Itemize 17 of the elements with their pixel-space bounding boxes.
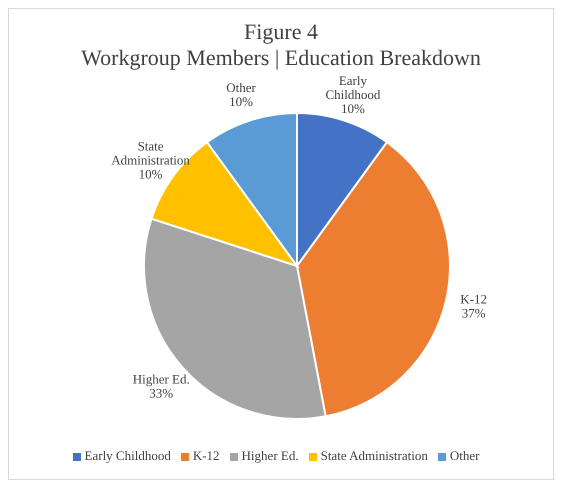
legend-label: Other xyxy=(450,448,480,463)
chart-subtitle: Workgroup Members | Education Breakdown xyxy=(80,45,482,71)
legend-label: Early Childhood xyxy=(84,448,171,463)
chart-title: Figure 4 xyxy=(243,19,319,45)
legend-label: State Administration xyxy=(320,448,428,463)
slice-label: K-12 xyxy=(460,290,487,306)
legend-label: Higher Ed. xyxy=(242,448,299,463)
data-label: 10% xyxy=(341,100,366,116)
data-label: 10% xyxy=(138,166,163,182)
legend-label: K-12 xyxy=(192,448,220,463)
slice-label: Other xyxy=(226,79,257,94)
data-label: 10% xyxy=(229,93,254,108)
data-label: 37% xyxy=(462,304,486,320)
slice-label: State Administration xyxy=(111,138,190,168)
slice-label: Higher Ed. xyxy=(132,371,190,386)
slice-label: Early Childhood xyxy=(325,72,381,102)
data-label: 33% xyxy=(149,385,174,400)
